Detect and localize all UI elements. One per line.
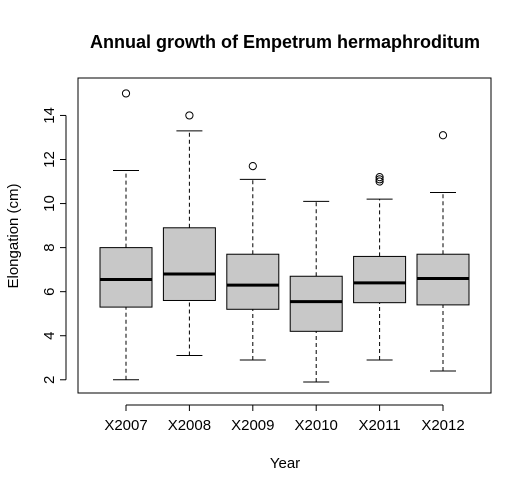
box-group-X2009 xyxy=(226,162,280,361)
y-tick-label-14: 14 xyxy=(41,107,58,124)
y-tick-label-2: 2 xyxy=(41,376,58,384)
chart-title: Annual growth of Empetrum hermaphroditum xyxy=(90,32,480,52)
box-X2010 xyxy=(289,275,343,332)
outlier-point-X2011-0 xyxy=(375,177,384,186)
y-tick-label-10: 10 xyxy=(41,195,58,212)
x-tick-label-X2008: X2008 xyxy=(168,417,211,434)
y-tick-label-6: 6 xyxy=(41,287,58,295)
y-tick-label-4: 4 xyxy=(41,332,58,340)
box-X2008 xyxy=(162,227,216,301)
outlier-point-X2007-0 xyxy=(121,89,131,98)
outlier-point-X2009-0 xyxy=(248,162,257,171)
box-X2011 xyxy=(353,255,407,304)
y-tick-label-12: 12 xyxy=(41,151,58,168)
x-tick-label-X2011: X2011 xyxy=(358,417,400,434)
box-group-X2010 xyxy=(289,200,343,383)
x-tick-label-X2009: X2009 xyxy=(231,417,274,434)
box-group-X2012 xyxy=(416,131,470,372)
x-tick-label-X2007: X2007 xyxy=(104,417,147,434)
outlier-point-X2012-0 xyxy=(438,131,448,140)
x-axis-label: Year xyxy=(270,455,300,472)
box-X2007 xyxy=(99,247,153,308)
box-group-X2011 xyxy=(353,173,407,361)
y-tick-label-8: 8 xyxy=(41,243,58,251)
box-X2009 xyxy=(226,253,280,310)
outlier-point-X2011-2 xyxy=(375,173,384,182)
x-tick-label-X2012: X2012 xyxy=(421,417,464,434)
y-axis-label: Elongation (cm) xyxy=(5,183,22,288)
box-group-X2007 xyxy=(99,89,153,381)
plot-frame xyxy=(77,77,492,394)
x-tick-label-X2010: X2010 xyxy=(295,417,338,434)
box-group-X2008 xyxy=(162,111,216,357)
outlier-point-X2008-0 xyxy=(185,111,194,120)
outlier-point-X2011-1 xyxy=(375,175,384,184)
